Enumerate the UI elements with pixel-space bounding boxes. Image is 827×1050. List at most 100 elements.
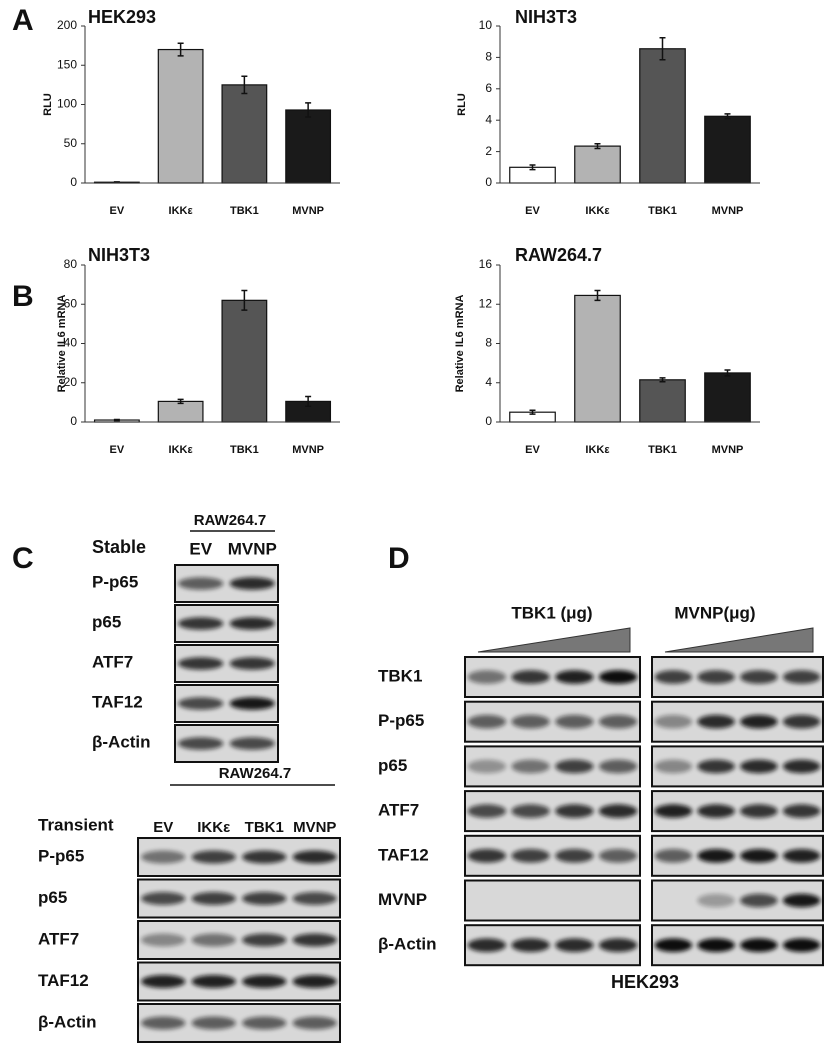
blot-label: ATF7 xyxy=(38,929,79,948)
error-bar xyxy=(177,398,184,405)
y-tick-label: 80 xyxy=(64,257,78,271)
blot-band xyxy=(782,804,821,818)
chart-title: HEK293 xyxy=(88,7,156,27)
error-bar xyxy=(659,37,666,61)
blot-band xyxy=(697,714,735,729)
chart-title: NIH3T3 xyxy=(88,245,150,265)
blot-band xyxy=(740,759,778,774)
blot-band xyxy=(782,714,821,729)
blot-band xyxy=(178,617,224,630)
blot-band xyxy=(697,759,735,774)
blot-band xyxy=(511,804,550,818)
blot-band xyxy=(242,975,287,988)
blot-label: MVNP xyxy=(378,890,427,909)
y-axis-label: Relative IL6 mRNA xyxy=(56,295,68,393)
blot-band xyxy=(782,670,821,684)
blot-label: IKKε xyxy=(197,819,230,836)
x-tick-label: MVNP xyxy=(292,205,324,217)
y-tick-label: 100 xyxy=(57,97,77,111)
blot-band xyxy=(598,670,638,684)
blot-label: RAW264.7 xyxy=(219,765,292,782)
blot-band xyxy=(697,670,735,684)
blot-label: P-p65 xyxy=(378,711,424,730)
error-bar xyxy=(177,42,184,57)
error-bar xyxy=(594,143,601,150)
blot-band xyxy=(740,938,778,952)
y-tick-label: 20 xyxy=(64,375,78,389)
blot-band xyxy=(467,670,507,684)
blot-band xyxy=(511,670,550,684)
blot-label: TAF12 xyxy=(38,971,89,990)
error-bar xyxy=(659,377,666,383)
blot-band xyxy=(782,759,821,774)
blot-label: p65 xyxy=(92,612,121,631)
y-tick-label: 16 xyxy=(479,257,493,271)
error-bar xyxy=(241,289,248,311)
chart-title: RAW264.7 xyxy=(515,245,602,265)
y-tick-label: 0 xyxy=(70,414,77,428)
error-bar xyxy=(724,369,731,377)
blot-label: Stable xyxy=(92,537,146,557)
blot-band xyxy=(229,737,275,750)
y-tick-label: 50 xyxy=(64,136,78,150)
blot-band xyxy=(242,933,287,947)
y-tick-label: 200 xyxy=(57,18,77,32)
bar xyxy=(157,400,204,423)
blot-band xyxy=(229,617,275,630)
axis xyxy=(499,265,760,423)
error-bar xyxy=(594,289,601,302)
blot-band xyxy=(697,938,735,952)
blot-band xyxy=(654,938,693,952)
y-axis-label: RLU xyxy=(456,93,468,116)
blot-band xyxy=(178,657,224,670)
axis xyxy=(499,26,760,184)
bar xyxy=(574,145,621,184)
blot-band xyxy=(511,938,550,952)
chart-title: NIH3T3 xyxy=(515,7,577,27)
blot-band xyxy=(141,1016,186,1030)
blot-label: TBK1 (μg) xyxy=(511,603,592,622)
blot-band xyxy=(782,849,821,863)
x-tick-label: IKKε xyxy=(585,444,610,456)
y-axis-label: RLU xyxy=(42,93,54,116)
blot-band xyxy=(229,697,275,710)
blot-band xyxy=(292,1016,337,1030)
blot-label: ATF7 xyxy=(92,652,133,671)
axis xyxy=(84,26,340,184)
blot-band xyxy=(467,938,507,952)
bar xyxy=(285,109,332,184)
blot-band xyxy=(242,892,287,905)
y-tick-label: 0 xyxy=(70,175,77,189)
blot-label: β-Actin xyxy=(38,1012,97,1031)
x-tick-label: IKKε xyxy=(169,444,194,456)
blot-label: TBK1 xyxy=(245,819,284,836)
bar xyxy=(221,299,268,423)
blot-band xyxy=(511,714,550,729)
y-axis-label: Relative IL6 mRNA xyxy=(454,295,466,393)
x-tick-label: MVNP xyxy=(712,205,744,217)
blot-band xyxy=(555,759,594,774)
blot-band xyxy=(555,670,594,684)
blot-band xyxy=(654,714,693,729)
blot-band xyxy=(191,975,236,988)
x-tick-label: TBK1 xyxy=(230,444,259,456)
blot-band xyxy=(178,737,224,750)
x-tick-label: EV xyxy=(525,444,540,456)
blot-band xyxy=(292,975,337,988)
blot-band xyxy=(555,849,594,863)
blot-band xyxy=(292,850,337,864)
blot-band xyxy=(598,938,638,952)
blot-label: β-Actin xyxy=(92,732,151,751)
blot-label: TBK1 xyxy=(378,666,422,685)
panel-letter: B xyxy=(12,280,34,313)
y-tick-label: 4 xyxy=(485,112,492,126)
blot-band xyxy=(511,849,550,863)
blot-label: P-p65 xyxy=(38,846,84,865)
blot-band xyxy=(654,849,693,863)
error-bar xyxy=(529,164,536,171)
blot-label: TAF12 xyxy=(378,845,429,864)
x-tick-label: IKKε xyxy=(585,205,610,217)
blot-band xyxy=(598,759,638,774)
bar xyxy=(639,379,686,423)
blot-band xyxy=(467,849,507,863)
